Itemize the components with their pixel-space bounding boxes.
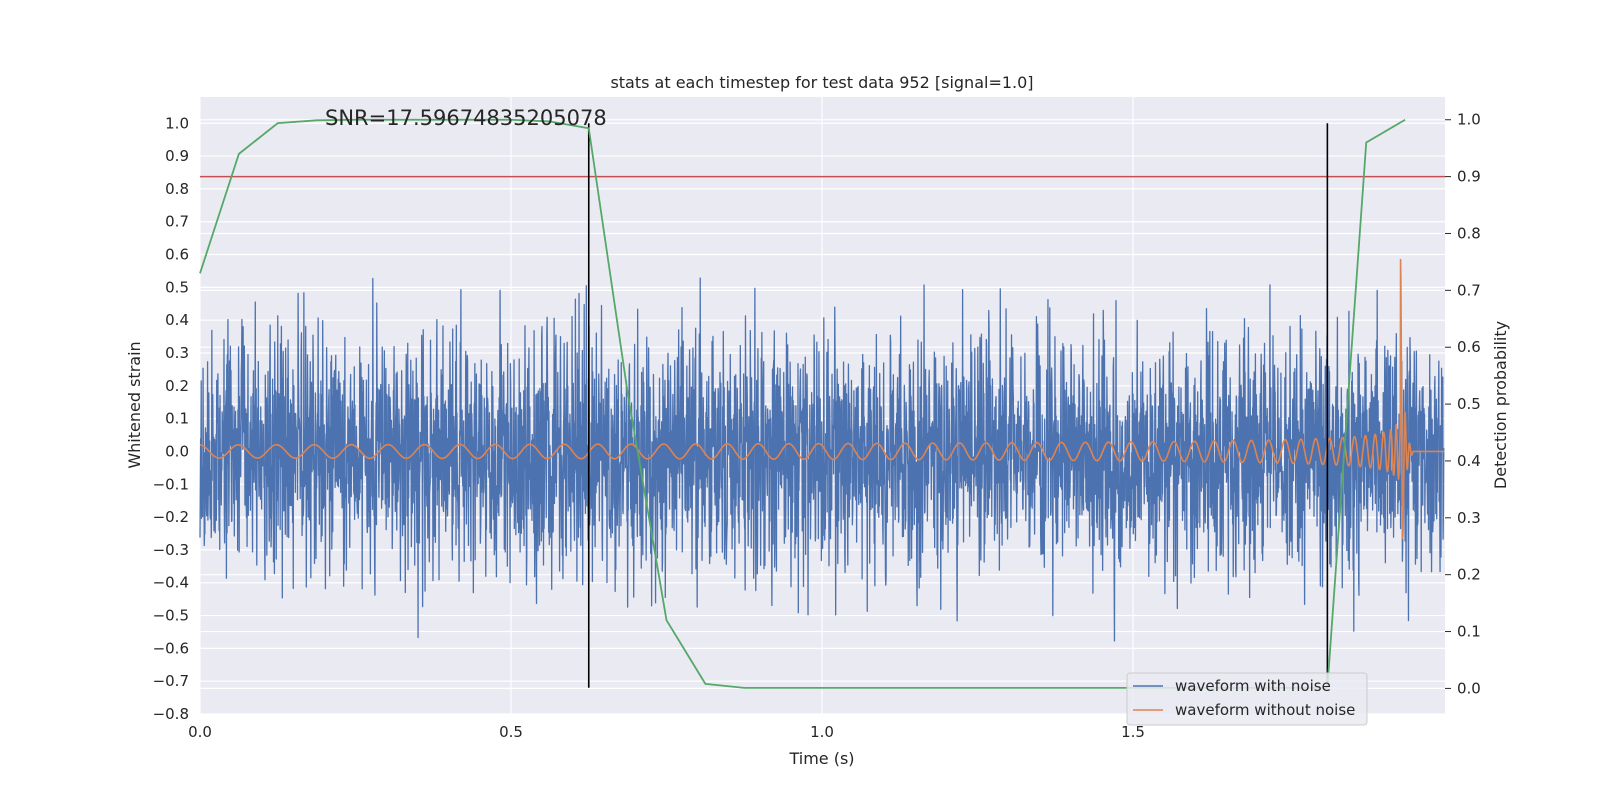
x-tick-label: 1.5 [1121, 723, 1145, 741]
y-tick-label: 0.5 [165, 278, 189, 296]
x-tick-label: 1.0 [810, 723, 834, 741]
y-tick-label: 0.9 [165, 147, 189, 165]
y-axis-label: Whitened strain [125, 341, 144, 468]
y-right-tick-label: 0.8 [1457, 224, 1481, 242]
y-tick-label: −0.8 [153, 705, 189, 723]
y-right-tick-label: 0.9 [1457, 168, 1481, 186]
legend-label-noise: waveform with noise [1175, 677, 1331, 695]
series-waveform-with-noise [199, 277, 1445, 642]
y-right-tick-label: 0.3 [1457, 509, 1481, 527]
y-right-tick-label: 0.0 [1457, 679, 1481, 697]
series-waveform-without-noise [199, 258, 1445, 540]
y-right-tick-label: 0.5 [1457, 395, 1481, 413]
x-axis-ticks: 0.0 0.5 1.0 1.5 [188, 723, 1145, 741]
y-right-tick-label: 0.4 [1457, 452, 1481, 470]
y-tick-label: 1.0 [165, 114, 189, 132]
y-right-tick-label: 0.6 [1457, 338, 1481, 356]
y-axis-left-ticks: −0.8 −0.7 −0.6 −0.5 −0.4 −0.3 −0.2 −0.1 0.0 0.1 0.… [153, 114, 189, 723]
chart-title: stats at each timestep for test data 952… [610, 73, 1033, 92]
y-tick-label: −0.5 [153, 607, 189, 625]
y-tick-label: 0.4 [165, 311, 189, 329]
y-right-tick-label: 0.1 [1457, 623, 1481, 641]
y-tick-label: 0.0 [165, 442, 189, 460]
legend-label-clean: waveform without noise [1175, 701, 1355, 719]
legend: waveform with noise waveform without noi… [1126, 672, 1368, 726]
y-tick-label: −0.1 [153, 475, 189, 493]
y-right-tick-label: 0.2 [1457, 566, 1481, 584]
y-tick-label: −0.4 [153, 574, 189, 592]
x-tick-label: 0.5 [499, 723, 523, 741]
y-tick-label: −0.6 [153, 639, 189, 657]
y-tick-label: −0.3 [153, 541, 189, 559]
y-right-tick-label: 0.7 [1457, 281, 1481, 299]
x-tick-label: 0.0 [188, 723, 212, 741]
y-tick-label: 0.2 [165, 377, 189, 395]
y-tick-label: 0.8 [165, 180, 189, 198]
snr-annotation: SNR=17.59674835205078 [325, 106, 607, 130]
y-tick-label: −0.7 [153, 672, 189, 690]
y-tick-label: 0.6 [165, 246, 189, 264]
y-axis-right-ticks: 0.0 0.1 0.2 0.3 0.4 0.5 0.6 0.7 0.8 0.9 1.0 [1445, 111, 1481, 697]
x-axis-label: Time (s) [788, 749, 854, 768]
y-tick-label: 0.1 [165, 410, 189, 428]
y-right-tick-label: 1.0 [1457, 111, 1481, 129]
y-tick-label: 0.7 [165, 213, 189, 231]
legend-box [1126, 672, 1368, 726]
y-tick-label: 0.3 [165, 344, 189, 362]
y-tick-label: −0.2 [153, 508, 189, 526]
y-axis-right-label: Detection probability [1491, 321, 1510, 489]
